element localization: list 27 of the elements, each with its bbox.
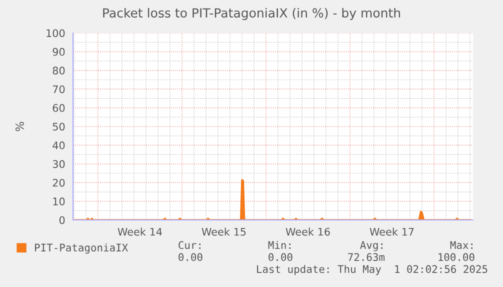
legend-label: PIT-PatagoniaIX <box>35 243 128 254</box>
text: 0.00 <box>178 253 202 262</box>
y-tick-label: 40 <box>52 141 65 150</box>
text: 0.00 <box>268 253 292 262</box>
text: 72.63m <box>348 253 385 262</box>
text: Min: <box>268 240 290 249</box>
x-tick-label: Week 17 <box>370 228 414 236</box>
y-tick-label: 100 <box>46 29 65 38</box>
text: Max: <box>450 241 472 250</box>
y-tick-label: 0 <box>59 216 65 224</box>
text: 100.00 <box>438 253 474 262</box>
text: Avg: <box>360 241 382 252</box>
y-tick-label: 50 <box>52 122 65 131</box>
y-tick-label: 60 <box>52 104 65 112</box>
y-tick-label: 80 <box>52 66 65 75</box>
y-tick-label: 30 <box>52 160 65 168</box>
text: Last update: Thu May 1 02:02:56 2025 <box>257 264 488 276</box>
x-tick-label: Week 16 <box>286 228 330 236</box>
x-tick-label: Week 15 <box>202 228 246 236</box>
y-tick-label: 70 <box>52 85 65 94</box>
x-tick-label: Week 14 <box>118 228 162 236</box>
y-tick-label: 10 <box>53 198 65 206</box>
y-tick-label: 20 <box>52 178 65 187</box>
y-axis-title: % <box>15 122 24 132</box>
chart-title: Packet loss to PIT-PatagoniaIX (in %) - by month <box>103 8 400 20</box>
text: Cur: <box>178 241 200 250</box>
y-tick-label: 90 <box>52 48 65 56</box>
